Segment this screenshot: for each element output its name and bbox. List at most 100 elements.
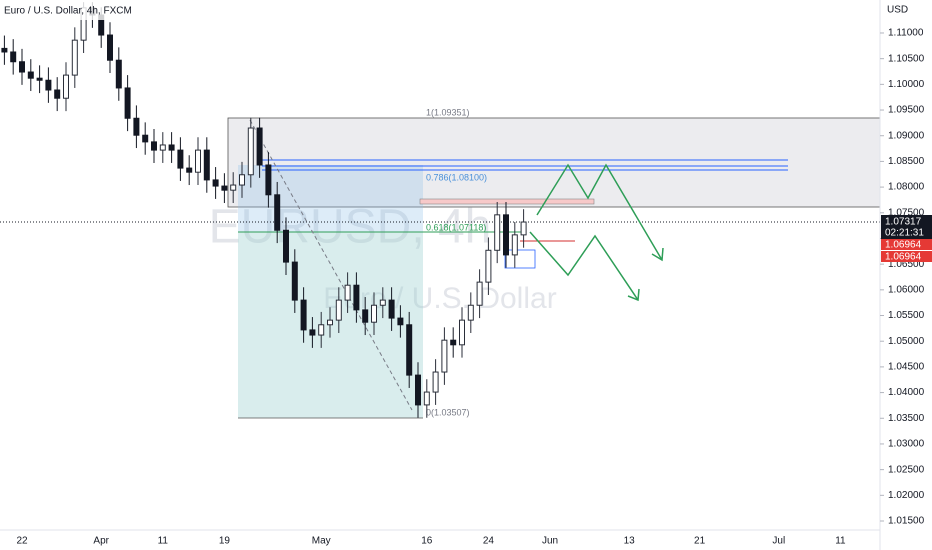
x-tick-label: 13 (624, 536, 636, 547)
watermark: EURUSD, 4h (209, 201, 492, 254)
candle-body (247, 127, 254, 176)
price-tag (881, 239, 932, 250)
candle-body (212, 179, 219, 187)
candle-body (186, 167, 193, 173)
y-tick-label: 1.11000 (888, 28, 924, 39)
candle-body (300, 299, 307, 331)
candle-body (467, 304, 474, 321)
candle-body (274, 194, 281, 231)
y-tick-label: 1.06500 (888, 259, 925, 270)
chart-title: Euro / U.S. Dollar, 4h, FXCM (4, 6, 132, 17)
candle-body (371, 304, 377, 323)
y-tick-label: 1.09000 (888, 130, 925, 141)
candle-body (63, 74, 69, 99)
arrow-head (627, 288, 640, 302)
candle-body (239, 174, 245, 186)
candle-body (71, 39, 78, 76)
candle-body (1, 47, 8, 53)
candle-body (415, 374, 421, 406)
y-tick-label: 1.03500 (888, 413, 925, 424)
y-tick-label: 1.01500 (888, 516, 925, 527)
candle-body (221, 185, 228, 191)
candle-body (485, 249, 492, 283)
y-tick-label: 1.05000 (888, 336, 925, 347)
price-tag (881, 251, 932, 262)
x-tick-label: 19 (219, 536, 231, 547)
x-tick-label: Jul (772, 536, 785, 547)
candle-body (107, 34, 113, 61)
price-tag (881, 215, 932, 239)
y-tick-label: 1.02000 (888, 490, 925, 501)
price-tag-text: 1.06964 (885, 252, 922, 263)
y-tick-label: 1.10000 (888, 79, 925, 90)
candle-body (476, 281, 483, 306)
candle-body (203, 149, 210, 181)
y-tick-label: 1.05500 (888, 310, 925, 321)
fib-label: 0.618(1.07118) (426, 222, 486, 232)
y-tick-label: 1.03000 (888, 439, 925, 450)
candle-body (168, 144, 175, 151)
y-tick-label: 1.07500 (888, 207, 925, 218)
x-tick-label: Jun (542, 536, 558, 547)
x-tick-label: 11 (158, 536, 169, 547)
x-tick-label: 21 (694, 536, 706, 547)
candle-body (450, 339, 457, 346)
y-unit: USD (887, 5, 908, 16)
candle-body (327, 319, 333, 326)
candle-body (388, 299, 395, 319)
candle-body (133, 117, 140, 136)
candle-body (115, 59, 122, 89)
candle-body (36, 77, 43, 81)
zone (227, 117, 881, 208)
fib-label: 0.786(1.08100) (426, 172, 487, 182)
watermark-subtitle: Euro / U.S. Dollar (323, 282, 556, 315)
x-tick-label: Apr (93, 536, 109, 547)
candles (1, 2, 527, 418)
countdown: 02:21:31 (885, 228, 924, 239)
projection (536, 163, 663, 261)
drawings (0, 117, 881, 419)
candle-body (27, 71, 34, 79)
y-tick-label: 1.09500 (888, 105, 925, 116)
candle-body (459, 319, 465, 346)
candle-body (195, 149, 201, 173)
candle-body (45, 79, 52, 91)
axes: 1.01500 1.02000 1.02500 1.03000 1.03500 1.040… (16, 28, 924, 547)
x-tick-label: May (312, 536, 331, 547)
projection (529, 231, 639, 301)
candle-body (151, 141, 157, 151)
candle-body (230, 184, 237, 191)
candle-body (432, 371, 439, 393)
candle-body (124, 87, 131, 119)
candle-body (362, 309, 369, 323)
x-tick-label: 11 (835, 536, 846, 547)
arrow-head (651, 247, 664, 262)
x-tick-label: 16 (421, 536, 433, 547)
fib-label: 0(1.03507) (426, 407, 470, 417)
candle-body (379, 299, 386, 306)
y-tick-label: 1.06000 (888, 284, 925, 295)
zone (504, 249, 536, 269)
zone (419, 198, 595, 205)
candle-body (19, 61, 25, 73)
candle-body (318, 324, 325, 336)
fib-label: 1(1.09351) (426, 107, 470, 117)
x-tick-label: 22 (16, 536, 28, 547)
candle-body (265, 164, 272, 196)
candle-body (494, 214, 501, 251)
candle-body (283, 229, 289, 263)
candle-body (142, 134, 149, 143)
x-tick-label: 24 (483, 536, 495, 547)
title-bg (0, 0, 130, 20)
candle-body (353, 284, 360, 311)
candle-body (511, 234, 518, 256)
candle-body (397, 317, 404, 326)
candle-body (309, 329, 316, 336)
candle-body (177, 149, 184, 169)
y-tick-label: 1.10500 (888, 53, 925, 64)
trend-line (249, 119, 413, 411)
price-tag-text: 1.07317 (885, 217, 922, 228)
candle-body (503, 214, 509, 256)
